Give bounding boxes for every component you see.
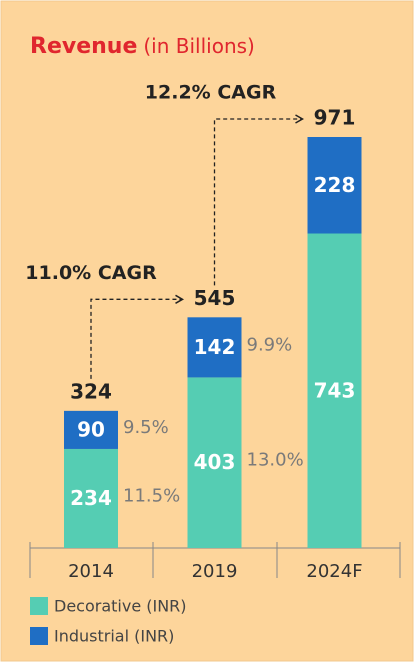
legend-label: Decorative (INR) — [54, 597, 187, 616]
growth-label: 9.5% — [123, 417, 169, 438]
chart-title: Revenue — [30, 34, 137, 59]
cagr-arrow — [90, 294, 185, 379]
segment-label: 142 — [194, 335, 236, 359]
cagr-label: 12.2% CAGR — [145, 82, 277, 104]
legend-swatch — [30, 597, 48, 615]
segment-label: 403 — [194, 450, 236, 474]
x-tick-label: 2014 — [68, 561, 114, 582]
x-tick-label: 2019 — [192, 561, 238, 582]
growth-label: 11.5% — [123, 485, 180, 506]
legend-label: Industrial (INR) — [54, 627, 174, 646]
segment-label: 743 — [314, 378, 356, 402]
chart-title-group: Revenue (in Billions) — [30, 34, 255, 60]
segment-label: 234 — [70, 486, 112, 510]
total-label: 324 — [70, 379, 112, 403]
chart-subtitle: (in Billions) — [143, 34, 254, 58]
growth-label: 9.9% — [247, 334, 293, 355]
segment-label: 90 — [77, 417, 105, 441]
bar-segment — [187, 317, 242, 378]
bar-segment — [64, 448, 118, 548]
cagr-label: 11.0% CAGR — [25, 262, 157, 284]
total-label: 545 — [194, 286, 236, 310]
segment-label: 228 — [314, 173, 356, 197]
legend-swatch — [30, 627, 48, 645]
growth-label: 13.0% — [247, 450, 304, 471]
x-tick-label: 2024F — [306, 561, 362, 582]
bar-segment — [307, 233, 362, 548]
bar-segment — [64, 410, 118, 449]
bar-segment — [307, 137, 362, 234]
cagr-arrow — [213, 114, 305, 286]
total-label: 971 — [314, 106, 356, 130]
bar-segment — [187, 377, 242, 548]
